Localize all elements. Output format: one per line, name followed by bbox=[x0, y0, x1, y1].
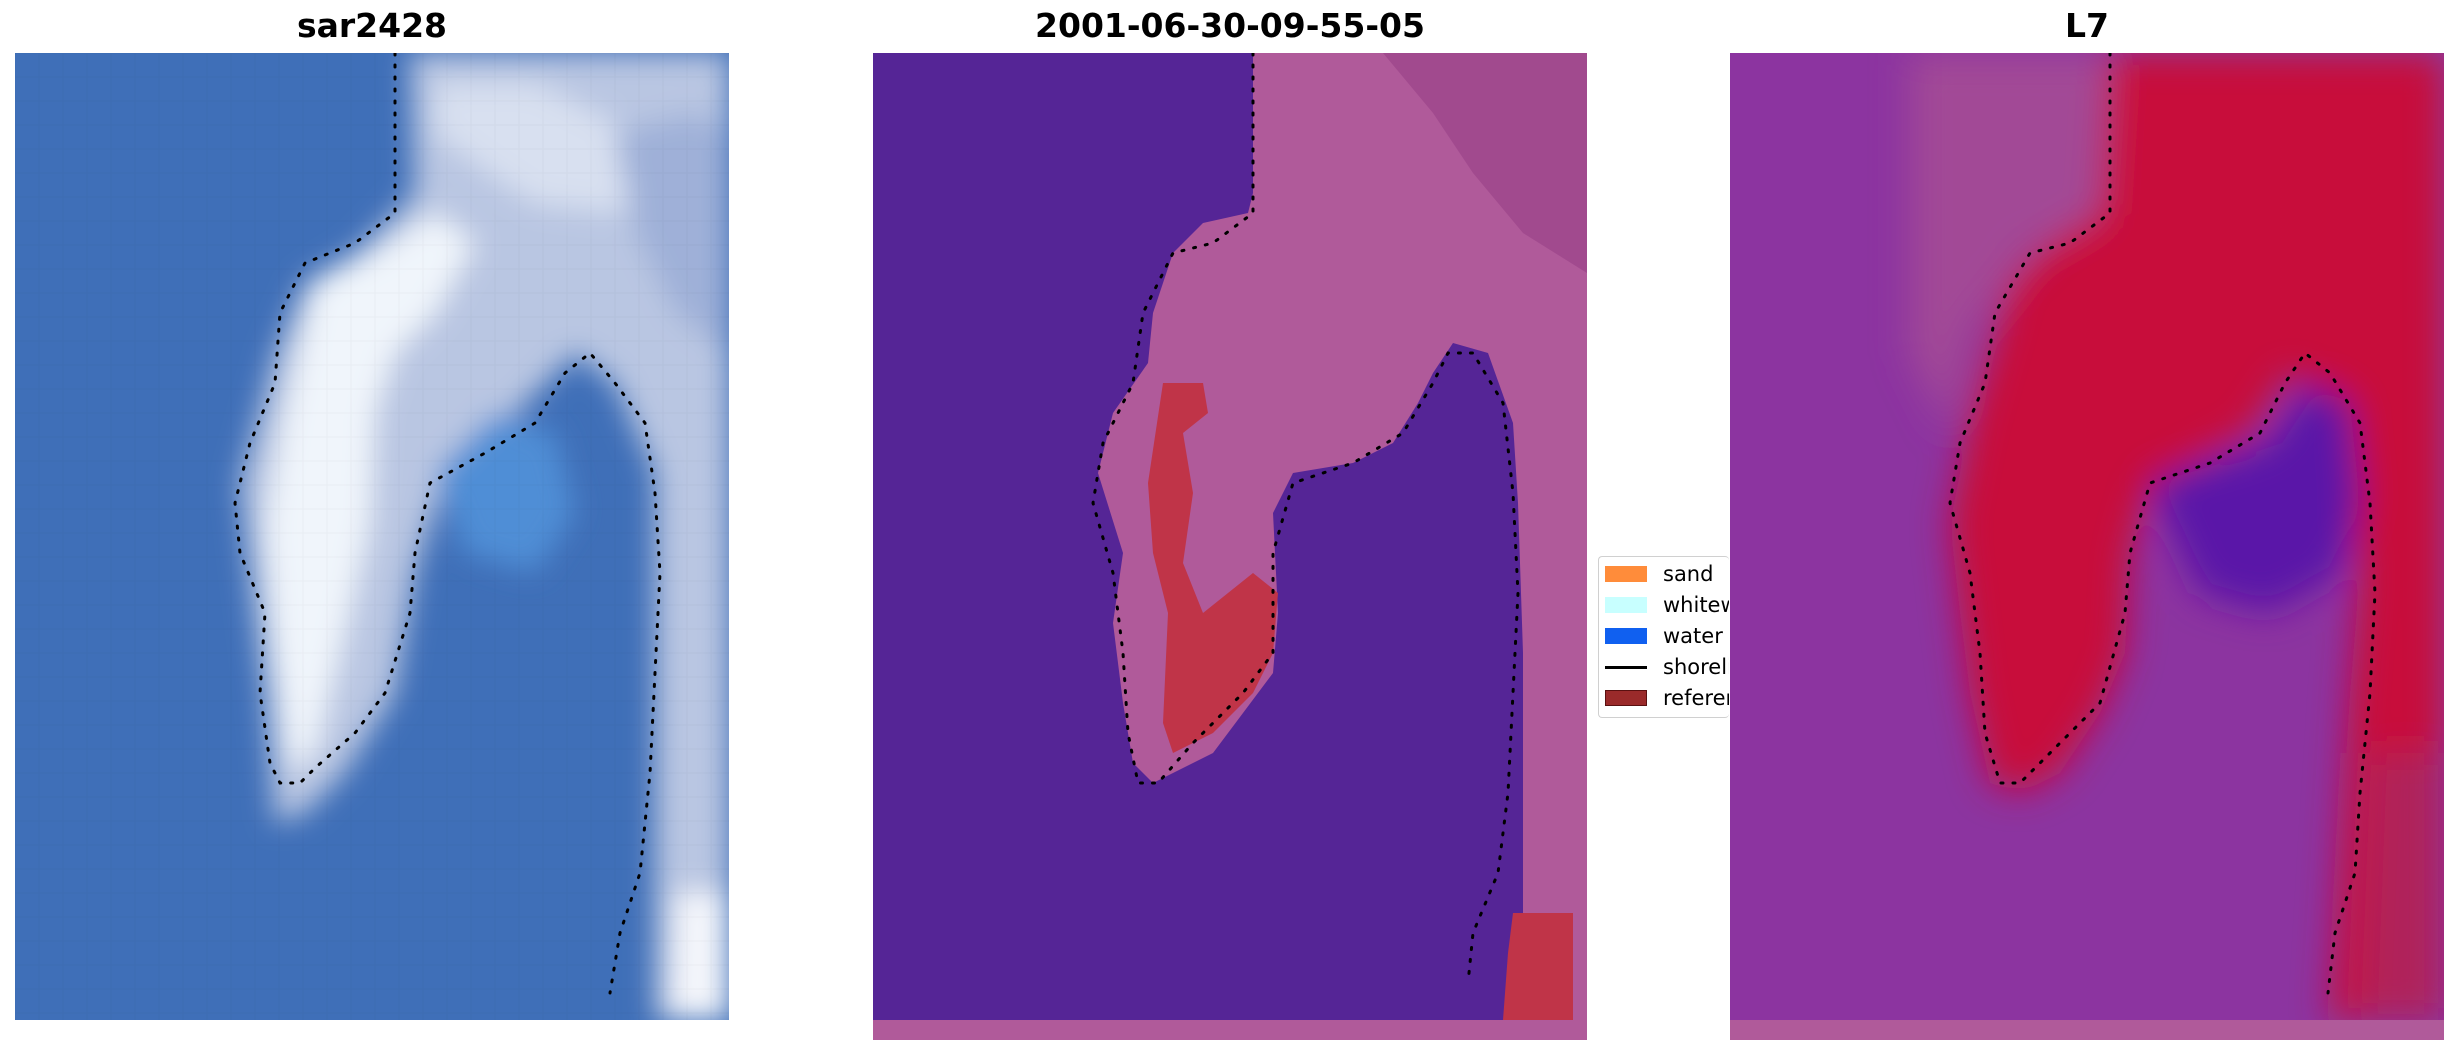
shoreline-line-icon bbox=[1605, 665, 1647, 669]
classification-image bbox=[873, 53, 1587, 1020]
panel-title-2: 2001-06-30-09-55-05 bbox=[1035, 6, 1425, 45]
sand-swatch bbox=[1605, 566, 1647, 582]
classification-bottom-strip bbox=[873, 1020, 1587, 1040]
index-bottom-strip bbox=[1730, 1020, 2444, 1040]
legend-label-shoreline: shoreline bbox=[1663, 655, 1729, 679]
legend-item-shoreline: shoreline bbox=[1605, 654, 1729, 680]
reference-swatch bbox=[1605, 690, 1647, 706]
legend-label-reference: reference bbox=[1663, 686, 1729, 710]
panel-title-1: sar2428 bbox=[296, 6, 448, 45]
panel-title-3: L7 bbox=[2065, 6, 2109, 45]
legend-item-water: water bbox=[1605, 623, 1723, 649]
index-image bbox=[1730, 53, 2444, 1020]
legend-label-water: water bbox=[1663, 624, 1723, 648]
satellite-rgb-image bbox=[15, 53, 729, 1020]
whitewater-swatch bbox=[1605, 597, 1647, 613]
legend-item-sand: sand bbox=[1605, 561, 1713, 587]
legend-label-sand: sand bbox=[1663, 562, 1714, 586]
legend-item-reference: reference bbox=[1605, 685, 1729, 711]
water-swatch bbox=[1605, 628, 1647, 644]
